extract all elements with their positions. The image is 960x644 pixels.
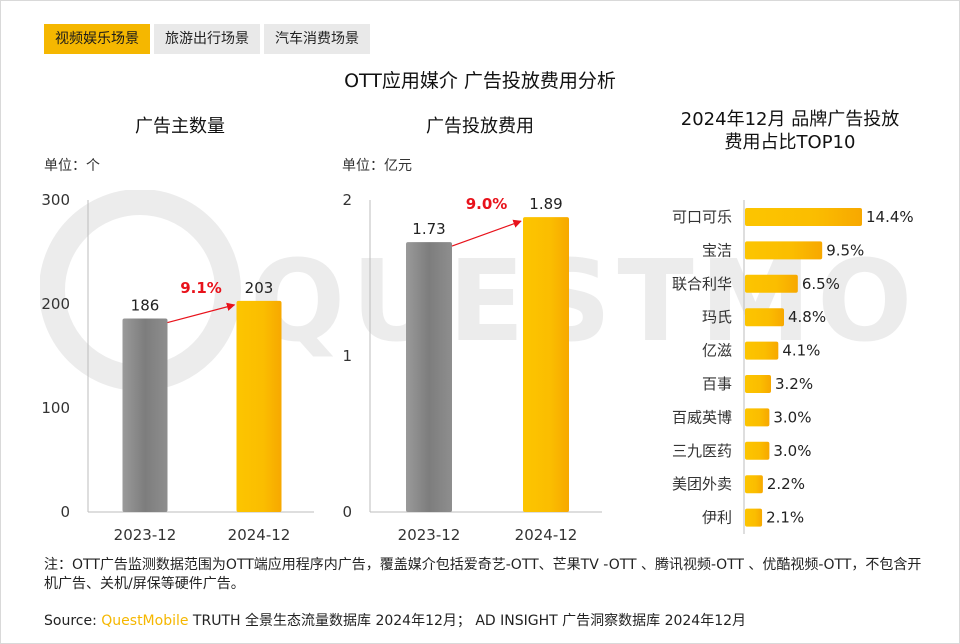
bar-value-label: 186: [131, 297, 160, 315]
source-brand: QuestMobile: [101, 613, 189, 629]
y-tick-label: 0: [342, 503, 352, 521]
bar: [236, 300, 282, 512]
tab-auto-consumption[interactable]: 汽车消费场景: [264, 24, 370, 54]
y-tick-label: 0: [60, 503, 70, 521]
x-tick-label: 2024-12: [228, 526, 291, 544]
brand-label: 可口可乐: [672, 208, 732, 226]
y-tick-label: 2: [342, 191, 352, 209]
bar: [745, 475, 763, 494]
bar-value-label: 3.2%: [775, 375, 813, 393]
brand-label: 百威英博: [672, 408, 732, 426]
advertiser-count-chart: 0 100 200 300 186 2023-12 203 2024-12 9.1%: [41, 191, 314, 544]
y-tick-label: 1: [342, 347, 352, 365]
bar: [122, 318, 168, 512]
brand-top10-title-line2: 费用占比TOP10: [724, 132, 856, 153]
bar-value-label: 4.1%: [782, 342, 820, 360]
advertiser-count-unit: 单位：个: [44, 158, 100, 174]
brand-label: 玛氏: [702, 308, 732, 326]
bar: [745, 308, 784, 327]
y-tick-label: 200: [41, 295, 70, 313]
ad-spend-chart: 0 1 2 1.73 2023-12 1.89 2024-12 9.0%: [342, 191, 602, 544]
bar: [745, 208, 862, 226]
y-tick-label: 100: [41, 399, 70, 417]
brand-top10-chart: 可口可乐 14.4% 宝洁 9.5% 联合利华 6.5% 玛氏 4.8% 亿滋 4.1% 百事 3.2…: [672, 200, 914, 534]
bar: [406, 242, 452, 512]
bar-value-label: 4.8%: [788, 308, 826, 326]
bar-value-label: 9.5%: [826, 241, 864, 259]
brand-label: 三九医药: [672, 442, 732, 460]
bar: [745, 241, 823, 260]
x-tick-label: 2023-12: [114, 526, 177, 544]
bar-value-label: 1.89: [529, 195, 562, 213]
bar-value-label: 2.1%: [766, 509, 804, 527]
x-tick-label: 2024-12: [515, 526, 578, 544]
brand-label: 宝洁: [702, 241, 732, 259]
y-tick-label: 300: [41, 191, 70, 209]
brand-label: 伊利: [702, 509, 732, 527]
bar-value-label: 3.0%: [773, 442, 811, 460]
bar: [745, 508, 763, 527]
bar-value-label: 1.73: [412, 220, 445, 238]
source-line: Source: QuestMobile TRUTH 全景生态流量数据库 2024…: [44, 610, 746, 630]
tab-video-entertainment[interactable]: 视频娱乐场景: [44, 24, 150, 54]
bar-value-label: 14.4%: [866, 208, 914, 226]
ad-spend-title: 广告投放费用: [426, 116, 534, 137]
growth-arrow: [167, 302, 236, 324]
bar-value-label: 6.5%: [802, 275, 840, 293]
bar-value-label: 3.0%: [773, 408, 811, 426]
brand-label: 美团外卖: [672, 475, 732, 493]
brand-label: 联合利华: [672, 275, 732, 293]
brand-label: 亿滋: [702, 342, 732, 360]
ad-spend-unit: 单位：亿元: [342, 158, 412, 174]
bar: [745, 274, 798, 293]
brand-top10-title-line1: 2024年12月 品牌广告投放: [680, 109, 900, 130]
bar: [745, 375, 771, 393]
footnote: 注：OTT广告监测数据范围为OTT端应用程序内广告，覆盖媒介包括爱奇艺-OTT、…: [44, 557, 922, 592]
charts-svg: 0 100 200 300 186 2023-12 203 2024-12 9.1% 0 1 2 1.…: [41, 191, 914, 544]
source-prefix: Source:: [44, 613, 102, 629]
tab-travel[interactable]: 旅游出行场景: [154, 24, 260, 54]
scene-tabs: 视频娱乐场景 旅游出行场景 汽车消费场景: [44, 24, 370, 54]
page-title: OTT应用媒介 广告投放费用分析: [344, 70, 616, 92]
growth-arrow: [451, 219, 522, 247]
bar-value-label: 2.2%: [767, 475, 805, 493]
growth-label: 9.0%: [466, 195, 508, 213]
x-tick-label: 2023-12: [398, 526, 461, 544]
bar: [745, 441, 770, 460]
advertiser-count-title: 广告主数量: [135, 116, 225, 137]
bar: [745, 408, 770, 427]
growth-label: 9.1%: [180, 279, 222, 297]
bar-value-label: 203: [245, 279, 274, 297]
brand-label: 百事: [702, 375, 732, 393]
bar: [523, 217, 569, 512]
source-rest: TRUTH 全景生态流量数据库 2024年12月； AD INSIGHT 广告洞…: [188, 613, 747, 629]
bar: [745, 341, 779, 360]
brand-top10-title: 2024年12月 品牌广告投放 费用占比TOP10: [640, 108, 940, 154]
